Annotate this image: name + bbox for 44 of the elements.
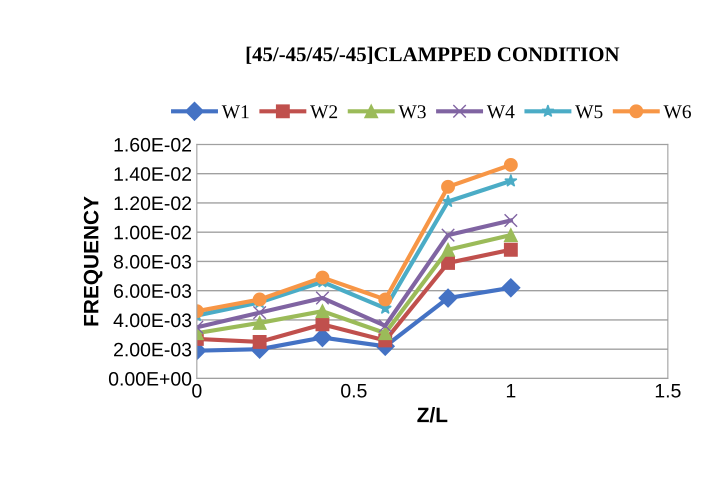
x-tick-label: 1.5 [656,384,681,398]
legend-label: W2 [310,105,338,118]
point [438,288,458,308]
point [378,326,392,340]
point [252,316,267,330]
legend-label: W5 [575,105,602,118]
x-axis-title: Z/L [417,407,448,423]
point [316,304,330,318]
legend-label: W1 [222,105,249,118]
point [504,228,518,242]
y-axis-title: FREQUENCY [84,196,102,326]
point [501,278,520,298]
point [316,270,330,284]
y-tick-label: 4.00E-03 [114,313,192,328]
point [441,242,455,257]
y-tick-label: 8.00E-03 [114,254,192,269]
point [504,158,518,172]
point [252,334,267,349]
point [504,174,518,187]
point [504,242,518,257]
point [441,256,455,270]
legend-label: W4 [486,105,515,118]
y-tick-label: 1.60E-02 [114,138,192,152]
y-tick-label: 1.00E-02 [114,226,192,240]
point [316,317,330,332]
legend-label: W6 [664,105,691,118]
x-tick-label: 1 [506,384,516,398]
x-tick-label: 0 [192,384,202,398]
y-tick-label: 1.40E-02 [114,167,192,181]
y-tick-label: 0.00E+00 [108,372,192,386]
chart-title: [45/-45/45/-45]CLAMPPED CONDITION [246,46,620,64]
point [378,318,392,333]
point [441,228,455,242]
point [441,180,455,194]
point [316,291,330,305]
point [252,306,267,320]
y-tick-label: 1.20E-02 [114,196,192,210]
legend-label: W3 [398,105,426,118]
point [252,292,267,306]
x-tick-label: 0.5 [341,384,367,398]
y-tick-label: 6.00E-03 [114,284,192,298]
point [504,214,518,228]
y-tick-label: 2.00E-03 [114,342,192,356]
point [378,292,392,306]
